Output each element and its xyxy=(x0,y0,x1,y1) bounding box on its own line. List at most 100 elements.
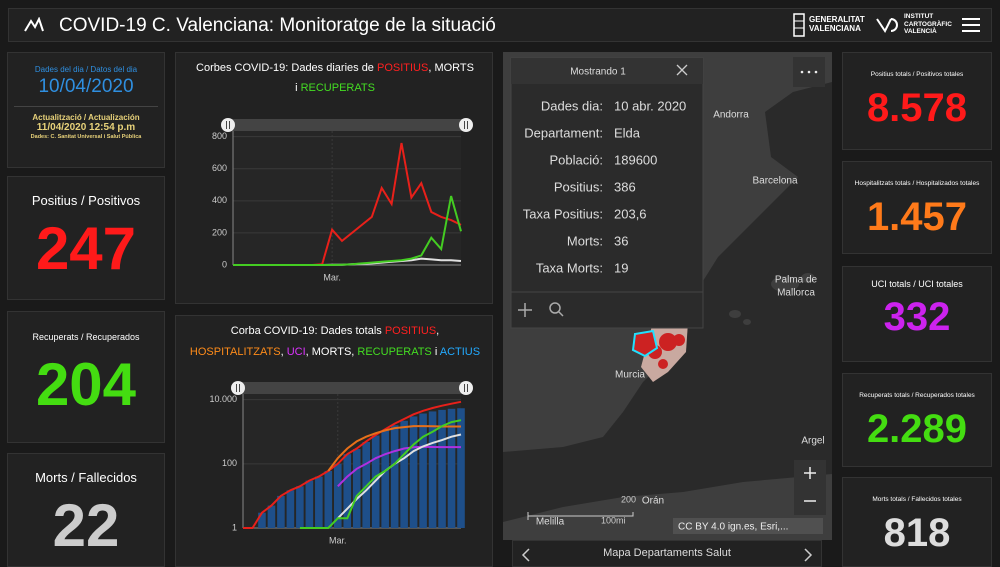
series-line xyxy=(337,433,462,520)
region-highlight xyxy=(673,334,685,346)
field-value: 203,6 xyxy=(614,206,647,221)
update-time: 11/04/2020 12:54 p.m xyxy=(36,122,136,133)
kpi-label: Recuperats totals / Recuperados totales xyxy=(859,392,975,399)
field-label: Taxa Positius: xyxy=(523,206,603,221)
bar xyxy=(305,480,314,528)
island xyxy=(771,276,799,292)
bar xyxy=(390,425,399,528)
date-panel: Dades del dia / Datos del dia 10/04/2020 A… xyxy=(7,52,165,168)
kpi-value: 247 xyxy=(35,215,137,282)
bar xyxy=(333,463,342,528)
kpi-panel: Recuperats / Recuperados 204 xyxy=(7,311,165,443)
slider-handle[interactable] xyxy=(221,118,235,132)
bar xyxy=(277,495,285,528)
y-tick-label: 200 xyxy=(212,227,227,237)
scale-bar xyxy=(527,512,634,520)
logo-line: CARTOGRÀFIC xyxy=(904,20,952,28)
place-label: Orán xyxy=(642,496,664,507)
kpi-label: Morts totals / Fallecidos totales xyxy=(872,496,962,503)
field-label: Morts: xyxy=(567,233,603,248)
place-label: Melilla xyxy=(536,517,565,528)
close-button[interactable] xyxy=(676,64,688,76)
kpi-panel: Positius totals / Positivos totales 8.578 xyxy=(842,52,992,150)
bar xyxy=(381,430,389,528)
y-tick-label: 10.000 xyxy=(209,394,237,404)
kpi-value: 332 xyxy=(883,295,951,339)
island xyxy=(801,273,815,283)
bar xyxy=(428,411,437,528)
kpi-label: Morts / Fallecidos xyxy=(35,470,137,485)
title-part: i xyxy=(432,346,440,358)
field-value: 386 xyxy=(614,179,636,194)
dot xyxy=(814,70,818,74)
kpi-value: 204 xyxy=(35,351,137,418)
kpi-panel: Morts / Fallecidos 22 xyxy=(7,453,165,567)
bar xyxy=(324,470,333,528)
map-footer-title: Mapa Departaments Salut xyxy=(603,547,731,559)
popup-header xyxy=(511,58,703,84)
island xyxy=(743,319,751,325)
header-title: COVID-19 C. Valenciana: Monitoratge de l… xyxy=(59,15,496,36)
menu-button[interactable] xyxy=(961,16,981,34)
field-label: Positius: xyxy=(554,179,603,194)
kpi-label: Recuperats / Recuperados xyxy=(32,332,140,342)
bar xyxy=(400,420,408,528)
bar xyxy=(352,448,361,528)
title-part: UCI xyxy=(287,346,306,358)
bar xyxy=(457,408,465,528)
place-label: Argel xyxy=(801,436,824,447)
gva-logo xyxy=(793,13,805,37)
field-value: 19 xyxy=(614,260,628,275)
bar xyxy=(343,454,352,528)
title-part: Corba COVID-19: Dades totals xyxy=(231,325,385,337)
region-highlight xyxy=(659,333,677,351)
range-slider[interactable] xyxy=(238,382,466,394)
title-part: i xyxy=(295,82,301,94)
place-label: Andorra xyxy=(713,110,749,121)
logo-line: VALENCIÀ xyxy=(904,28,937,35)
bar xyxy=(409,416,418,528)
chart-title: i RECUPERATS xyxy=(295,82,375,94)
kpi-panel: Recuperats totals / Recuperados totales 2… xyxy=(842,373,992,467)
series-line xyxy=(299,419,462,529)
pan-icon[interactable] xyxy=(518,303,532,317)
scale-label: 100mi xyxy=(601,515,626,525)
next-button[interactable] xyxy=(803,548,813,562)
y-tick-label: 100 xyxy=(222,458,237,468)
logo-line: GENERALITAT xyxy=(809,15,865,24)
kpi-label: Hospitalitzats totals / Hospitalizados t… xyxy=(854,180,980,187)
kpi-label: Positius / Positivos xyxy=(31,193,141,208)
y-tick-label: 400 xyxy=(212,195,227,205)
field-label: Dades dia: xyxy=(541,98,603,113)
bar xyxy=(315,476,323,528)
kpi-value: 22 xyxy=(52,492,120,559)
kpi-panel: Morts totals / Fallecidos totales 818 xyxy=(842,477,992,567)
y-tick-label: 1 xyxy=(232,522,237,532)
kpi-panel: Hospitalitzats totals / Hospitalizados t… xyxy=(842,161,992,254)
bar xyxy=(438,409,446,528)
range-slider[interactable] xyxy=(228,119,466,131)
slider-handle[interactable] xyxy=(459,381,473,395)
prev-button[interactable] xyxy=(521,548,531,562)
kpi-panel: Positius / Positivos 247 xyxy=(7,176,165,300)
bar xyxy=(447,408,456,528)
x-tick-label: Mar. xyxy=(329,535,347,545)
slider-handle[interactable] xyxy=(231,381,245,395)
y-tick-label: 600 xyxy=(212,163,227,173)
field-value: Elda xyxy=(614,125,641,140)
zoom-to-icon[interactable] xyxy=(549,302,561,314)
field-value: 10 abr. 2020 xyxy=(614,98,686,113)
map[interactable]: Andorra Barcelona Palma de Mallorca Murcia Ar… xyxy=(503,52,832,540)
plot-area xyxy=(233,127,461,265)
bar xyxy=(258,512,266,528)
place-label: Palma de xyxy=(775,275,818,286)
title-part: , MORTS, xyxy=(306,346,358,358)
y-tick-label: 800 xyxy=(212,131,227,141)
date-label: Dades del dia / Datos del dia xyxy=(34,65,138,74)
kpi-label: Positius totals / Positivos totales xyxy=(870,71,964,78)
slider-handle[interactable] xyxy=(459,118,473,132)
place-label: Barcelona xyxy=(752,176,797,187)
title-part: POSITIUS xyxy=(385,325,436,337)
title-part: RECUPERATS xyxy=(357,346,431,358)
